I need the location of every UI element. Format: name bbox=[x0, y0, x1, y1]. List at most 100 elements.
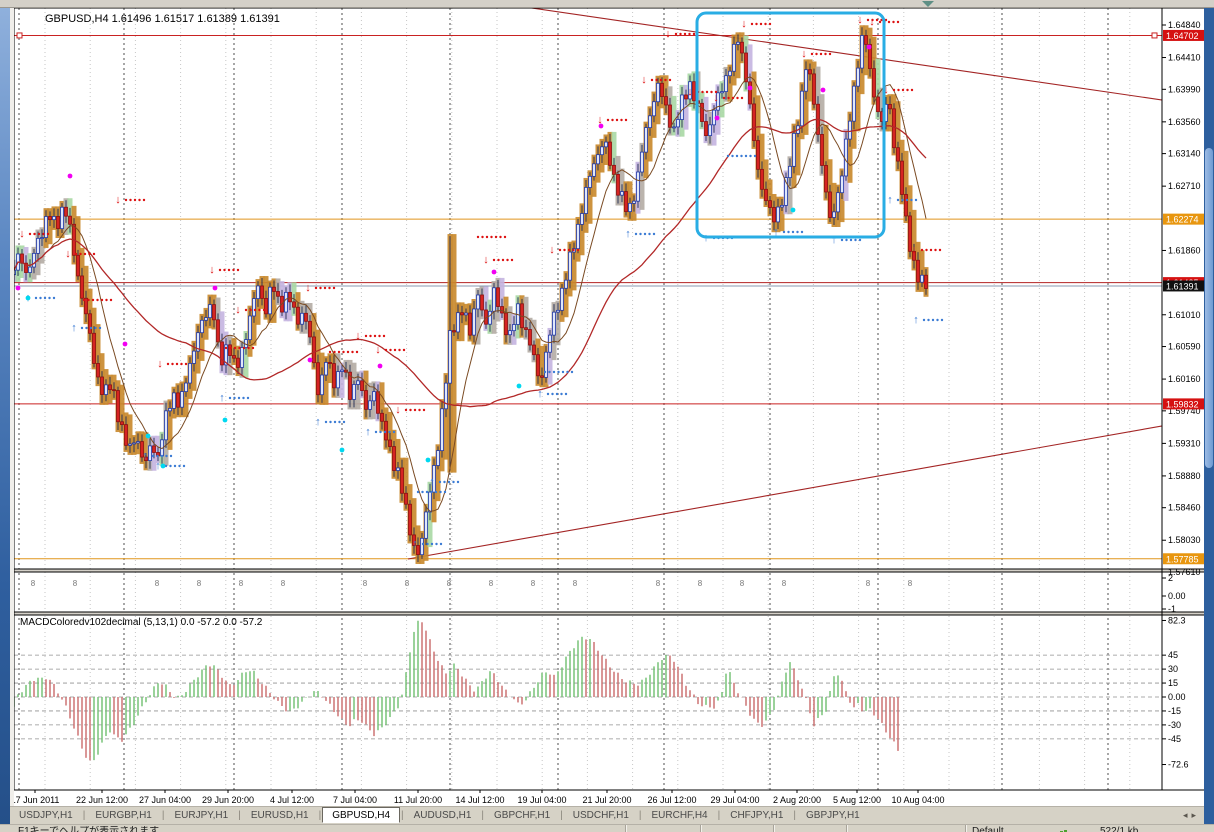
svg-text:↑: ↑ bbox=[142, 450, 148, 462]
tab-separator: | bbox=[793, 810, 797, 821]
svg-text:8: 8 bbox=[31, 579, 36, 588]
svg-text:↓: ↓ bbox=[65, 248, 71, 260]
scroll-to-end-marker-icon[interactable] bbox=[922, 1, 934, 7]
svg-text:1.60160: 1.60160 bbox=[1168, 374, 1201, 384]
highlight-box[interactable] bbox=[695, 11, 886, 239]
tab-gbpusd-h4[interactable]: GBPUSD,H4 bbox=[322, 807, 401, 823]
svg-text:↓: ↓ bbox=[235, 304, 241, 316]
tab-eurjpy-h1[interactable]: EURJPY,H1 bbox=[174, 810, 229, 821]
status-divider bbox=[700, 825, 702, 832]
svg-text:↑: ↑ bbox=[625, 228, 631, 240]
signal-markers: ↓↓↓↓↓↓↓↓↓↓↓↓↓↓↓↓↓↓↓↓↓↓↓↑↑↑↑↑↑↑↑↑↑↑↑↑↑↑↑ bbox=[15, 14, 944, 550]
tab-audusd-h1[interactable]: AUDUSD,H1 bbox=[413, 810, 472, 821]
svg-text:27 Jun 04:00: 27 Jun 04:00 bbox=[139, 795, 191, 805]
svg-text:1.58030: 1.58030 bbox=[1168, 535, 1201, 545]
background-bars-layer bbox=[14, 25, 929, 564]
svg-text:↓: ↓ bbox=[395, 404, 401, 416]
svg-text:↑: ↑ bbox=[71, 322, 77, 334]
svg-text:↓: ↓ bbox=[641, 74, 647, 86]
svg-text:-72.6: -72.6 bbox=[1168, 760, 1189, 770]
svg-text:↓: ↓ bbox=[549, 244, 555, 256]
connection-bars-icon bbox=[1048, 826, 1068, 832]
status-help-text: F1キーでヘルプが表示されます bbox=[18, 826, 160, 832]
svg-text:↓: ↓ bbox=[687, 86, 693, 98]
svg-text:1.61010: 1.61010 bbox=[1168, 310, 1201, 320]
svg-text:29 Jul 04:00: 29 Jul 04:00 bbox=[710, 795, 759, 805]
svg-text:↓: ↓ bbox=[911, 244, 917, 256]
svg-text:↓: ↓ bbox=[741, 18, 747, 30]
status-bar: F1キーでヘルプが表示されます Default 522/1 kb bbox=[0, 824, 1214, 832]
status-divider bbox=[773, 825, 775, 832]
scrollbar-thumb[interactable] bbox=[1205, 148, 1213, 468]
svg-text:↓: ↓ bbox=[19, 228, 25, 240]
svg-text:30: 30 bbox=[1168, 664, 1178, 674]
candles-layer bbox=[14, 27, 928, 562]
tab-eurchf-h4[interactable]: EURCHF,H4 bbox=[651, 810, 708, 821]
tab-separator: | bbox=[717, 810, 721, 821]
svg-text:1.64840: 1.64840 bbox=[1168, 20, 1201, 30]
tab-separator: | bbox=[318, 810, 322, 821]
svg-text:↑: ↑ bbox=[831, 234, 837, 246]
svg-text:82.3: 82.3 bbox=[1168, 615, 1186, 625]
svg-text:8: 8 bbox=[405, 579, 410, 588]
svg-text:↑: ↑ bbox=[219, 392, 225, 404]
window-left-border bbox=[0, 8, 10, 832]
status-divider bbox=[625, 825, 627, 832]
svg-text:8: 8 bbox=[239, 579, 244, 588]
svg-text:↓: ↓ bbox=[209, 264, 215, 276]
svg-text:8: 8 bbox=[782, 579, 787, 588]
svg-text:8: 8 bbox=[281, 579, 286, 588]
trendlines-layer[interactable] bbox=[407, 8, 1162, 560]
svg-text:GBPUSD,H4 1.61496 1.61517 1.6: GBPUSD,H4 1.61496 1.61517 1.61389 1.6139… bbox=[45, 13, 280, 25]
macd-histogram bbox=[14, 620, 899, 761]
svg-text:↑: ↑ bbox=[155, 460, 161, 472]
svg-text:-1: -1 bbox=[1168, 604, 1176, 614]
svg-text:-45: -45 bbox=[1168, 734, 1181, 744]
svg-text:8: 8 bbox=[197, 579, 202, 588]
tab-eurgbp-h1[interactable]: EURGBP,H1 bbox=[95, 810, 152, 821]
subwindow-pane: 8 8 8 8 8 8 8 8 8 8 8 8 8 8 8 8 8 8 bbox=[31, 579, 913, 588]
tab-usdchf-h1[interactable]: USDCHF,H1 bbox=[572, 810, 629, 821]
svg-text:8: 8 bbox=[698, 579, 703, 588]
window-right-scrollbar[interactable] bbox=[1204, 8, 1214, 832]
svg-text:1.63560: 1.63560 bbox=[1168, 117, 1201, 127]
price-axis[interactable]: 1.64840 1.64410 1.63990 1.63560 1.63140 1.627… bbox=[1161, 8, 1204, 790]
svg-text:29 Jun 20:00: 29 Jun 20:00 bbox=[202, 795, 254, 805]
tab-scroll-arrows[interactable]: ◂▸ bbox=[1183, 810, 1200, 821]
svg-text:8: 8 bbox=[866, 579, 871, 588]
svg-text:↓: ↓ bbox=[665, 28, 671, 40]
pane-frames bbox=[14, 8, 1204, 791]
tab-chfjpy-h1[interactable]: CHFJPY,H1 bbox=[730, 810, 784, 821]
tab-gbpjpy-h1[interactable]: GBPJPY,H1 bbox=[806, 810, 860, 821]
svg-text:2: 2 bbox=[1168, 573, 1173, 583]
svg-text:MACDColoredv102decimal (5,13,1: MACDColoredv102decimal (5,13,1) 0.0 -57.… bbox=[20, 617, 263, 628]
svg-text:↓: ↓ bbox=[115, 194, 121, 206]
svg-text:17 Jun 2011: 17 Jun 2011 bbox=[14, 795, 59, 805]
chart-canvas[interactable]: ↓↓↓↓↓↓↓↓↓↓↓↓↓↓↓↓↓↓↓↓↓↓↓↑↑↑↑↑↑↑↑↑↑↑↑↑↑↑↑8… bbox=[14, 8, 1204, 806]
tab-gbpchf-h1[interactable]: GBPCHF,H1 bbox=[494, 810, 551, 821]
svg-text:↓: ↓ bbox=[713, 92, 719, 104]
svg-text:1.64410: 1.64410 bbox=[1168, 53, 1201, 63]
svg-text:21 Jul 20:00: 21 Jul 20:00 bbox=[582, 795, 631, 805]
svg-text:14 Jul 12:00: 14 Jul 12:00 bbox=[455, 795, 504, 805]
status-profile[interactable]: Default bbox=[972, 826, 1004, 832]
level-lines[interactable] bbox=[14, 34, 1162, 560]
svg-text:11 Jul 20:00: 11 Jul 20:00 bbox=[394, 795, 442, 805]
svg-text:1.58880: 1.58880 bbox=[1168, 471, 1201, 481]
svg-text:↑: ↑ bbox=[773, 226, 779, 238]
tab-scroll-right-icon[interactable]: ▸ bbox=[1191, 810, 1200, 820]
moving-averages bbox=[14, 76, 927, 512]
tab-separator: | bbox=[401, 810, 404, 821]
svg-text:↓: ↓ bbox=[483, 254, 489, 266]
svg-text:7 Jul 04:00: 7 Jul 04:00 bbox=[333, 795, 377, 805]
tab-usdjpy-h1[interactable]: USDJPY,H1 bbox=[19, 810, 73, 821]
svg-text:1.57785: 1.57785 bbox=[1166, 554, 1199, 564]
svg-text:8: 8 bbox=[73, 579, 78, 588]
time-axis[interactable]: 17 Jun 2011 22 Jun 12:00 27 Jun 04:00 29 Ju… bbox=[14, 790, 945, 805]
chart-left-margin bbox=[10, 8, 14, 824]
tab-scroll-left-icon[interactable]: ◂ bbox=[1182, 810, 1192, 820]
tab-separator: | bbox=[238, 810, 241, 821]
tab-eurusd-h1[interactable]: EURUSD,H1 bbox=[250, 810, 309, 821]
macd-pane: MACDColoredv102decimal (5,13,1) 0.0 -57.… bbox=[14, 617, 1162, 761]
svg-text:1.59740: 1.59740 bbox=[1168, 406, 1201, 416]
